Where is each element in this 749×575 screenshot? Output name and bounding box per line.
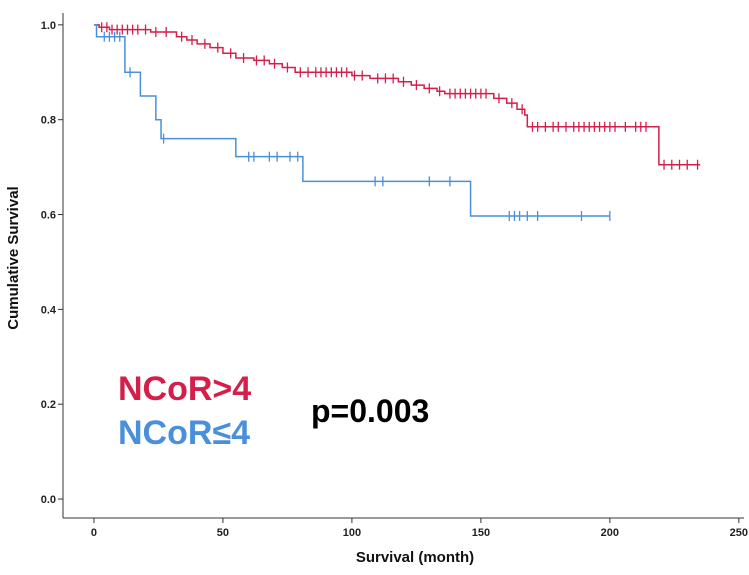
x-tick-label: 100: [343, 527, 361, 539]
y-tick-label: 1.0: [41, 20, 56, 32]
x-tick-label: 50: [217, 527, 229, 539]
series-layer: [93, 22, 701, 221]
x-tick-label: 150: [472, 527, 490, 539]
axes: [62, 13, 744, 519]
x-tick-label: 200: [601, 527, 619, 539]
legend-entry-ncor-high: NCoR>4: [118, 370, 251, 408]
x-tick-label: 250: [730, 527, 748, 539]
series-ncor-low: [93, 24, 611, 221]
x-axis-title: Survival (month): [356, 549, 474, 566]
legend-entry-ncor-low: NCoR≤4: [118, 414, 250, 452]
y-tick-label: 0.0: [41, 494, 56, 506]
y-tick-label: 0.8: [41, 115, 56, 127]
y-tick-label: 0.6: [41, 210, 56, 222]
y-tick-label: 0.4: [41, 304, 57, 316]
series-ncor-high: [93, 22, 701, 170]
p-value-label: p=0.003: [311, 393, 429, 429]
y-axis-title: Cumulative Survival: [5, 186, 22, 329]
ticks: 0 50 100 150 200 250 0.0 0.2 0.4 0.6 0.8 1.0: [41, 20, 748, 539]
y-tick-label: 0.2: [41, 399, 56, 411]
survival-curve: [93, 24, 610, 217]
x-tick-label: 0: [91, 527, 97, 539]
survival-curve: [93, 24, 701, 166]
